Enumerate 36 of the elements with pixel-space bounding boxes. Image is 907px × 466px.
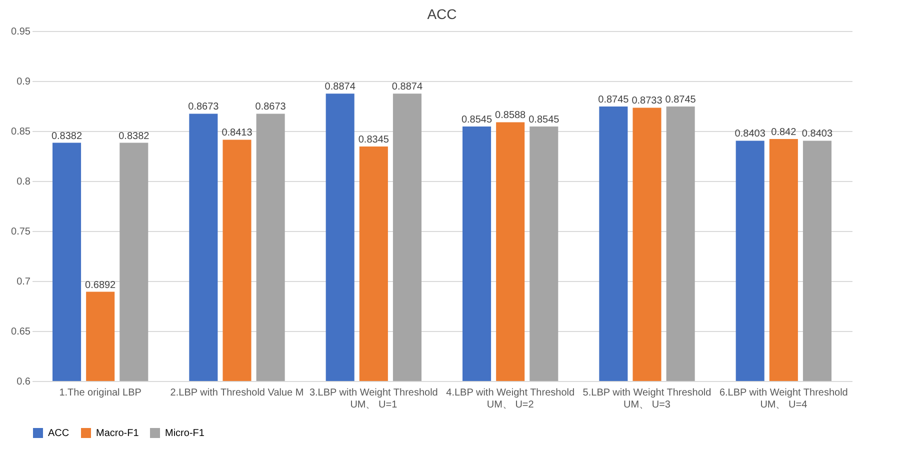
x-tick-label: 5.LBP with Weight Threshold UM、 U=3 xyxy=(582,388,712,410)
legend-label: Micro-F1 xyxy=(165,428,205,439)
data-label: 0.8673 xyxy=(188,102,220,113)
data-label: 0.8545 xyxy=(461,114,492,126)
y-tick-label: 0.7 xyxy=(16,276,31,288)
data-label: 0.8382 xyxy=(51,130,82,142)
data-label: 0.842 xyxy=(771,127,797,138)
data-label: 0.8874 xyxy=(392,82,423,93)
data-label: 0.8403 xyxy=(734,128,766,140)
legend-label: Macro-F1 xyxy=(96,428,140,439)
x-tick-label: 3.LBP with Weight Threshold UM、 U=1 xyxy=(309,388,438,410)
y-tick-label: 0.75 xyxy=(11,226,31,238)
data-label: 0.8545 xyxy=(528,114,560,126)
data-label: 0.8733 xyxy=(632,96,663,107)
y-tick-label: 0.6 xyxy=(16,376,31,388)
x-tick-label: 4.LBP with Weight Threshold UM、 U=2 xyxy=(446,388,575,410)
x-tick-label: 6.LBP with Weight Threshold UM、 U=4 xyxy=(719,388,848,410)
x-tick-label: 2.LBP with Threshold Value M xyxy=(170,388,304,398)
y-tick-label: 0.85 xyxy=(11,126,31,138)
data-label: 0.8874 xyxy=(324,82,356,93)
legend-label: ACC xyxy=(48,428,70,439)
data-label: 0.8673 xyxy=(255,102,286,113)
data-label: 0.8745 xyxy=(665,94,696,106)
data-label: 0.8413 xyxy=(222,128,253,139)
data-label: 0.8745 xyxy=(598,94,630,106)
y-tick-label: 0.95 xyxy=(11,26,31,38)
data-label: 0.8588 xyxy=(495,110,526,122)
data-label: 0.8403 xyxy=(802,128,833,140)
data-label: 0.8382 xyxy=(118,130,150,142)
y-tick-label: 0.8 xyxy=(16,176,31,188)
data-label: 0.8345 xyxy=(358,134,390,146)
chart-title: ACC xyxy=(427,6,457,22)
data-label: 0.6892 xyxy=(85,280,116,291)
y-tick-label: 0.9 xyxy=(16,76,31,88)
x-tick-label: 1.The original LBP xyxy=(59,388,142,398)
y-tick-label: 0.65 xyxy=(11,326,31,338)
